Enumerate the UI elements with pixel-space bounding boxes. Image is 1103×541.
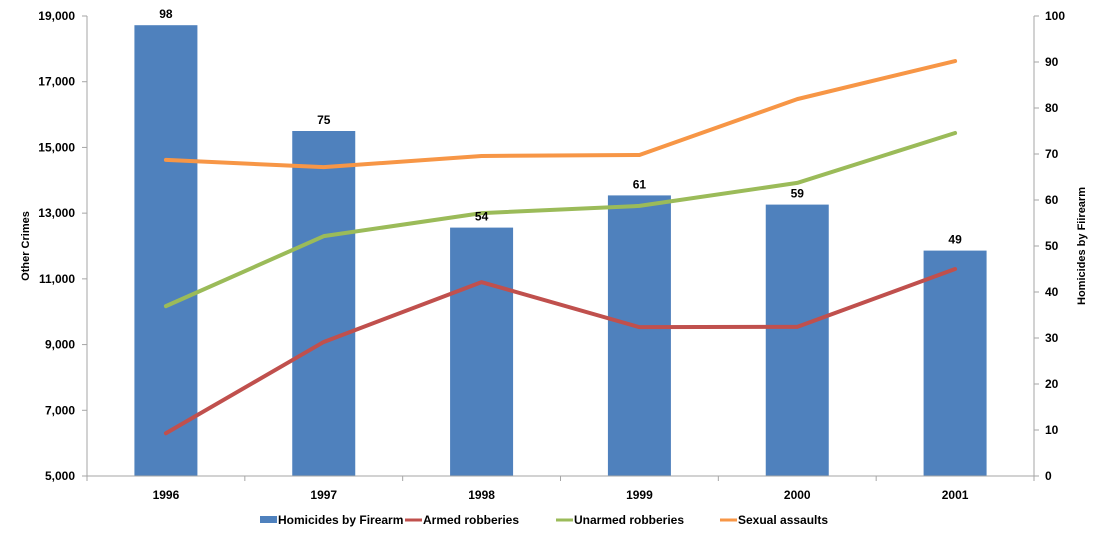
bar-data-label: 75 <box>317 113 331 127</box>
right-axis-title: Homicides by Fiirearm <box>1076 187 1088 305</box>
right-tick-label: 0 <box>1045 469 1052 483</box>
right-tick-label: 90 <box>1045 55 1059 69</box>
left-tick-label: 11,000 <box>39 272 75 286</box>
line-armed-robberies <box>163 267 958 436</box>
x-tick-label: 1996 <box>153 488 180 502</box>
left-tick-label: 5,000 <box>45 469 75 483</box>
left-axis-title: Other Crimes <box>20 211 32 281</box>
legend-swatch-bar <box>260 516 277 523</box>
right-tick-label: 100 <box>1045 9 1065 23</box>
legend-label: Armed robberies <box>423 513 519 527</box>
bar-homicides-1997 <box>292 131 356 476</box>
left-tick-label: 15,000 <box>38 140 75 154</box>
legend-label: Unarmed robberies <box>574 513 684 527</box>
bar-homicides-2000 <box>765 204 829 476</box>
bars-layer <box>134 25 987 476</box>
left-tick-label: 9,000 <box>45 338 75 352</box>
right-tick-label: 40 <box>1045 285 1059 299</box>
right-tick-label: 50 <box>1045 239 1059 253</box>
bar-homicides-1999 <box>607 195 671 476</box>
x-tick-label: 1999 <box>626 488 653 502</box>
bar-data-label: 49 <box>948 233 962 247</box>
x-tick-label: 2000 <box>784 488 811 502</box>
right-tick-label: 80 <box>1045 101 1059 115</box>
bar-homicides-2001 <box>923 250 987 476</box>
bar-data-label: 61 <box>633 177 647 191</box>
bar-homicides-1996 <box>134 25 198 476</box>
line-unarmed-robberies <box>163 130 958 309</box>
data-labels: 98 75 54 61 59 49 <box>159 7 962 246</box>
axes-layer <box>86 16 1035 477</box>
lines-layer <box>163 59 958 436</box>
left-axis-ticks: 5,000 7,000 9,000 11,000 13,000 15,000 17,000 1… <box>38 9 87 483</box>
x-tick-label: 2001 <box>942 488 969 502</box>
right-tick-label: 10 <box>1045 423 1059 437</box>
legend: Homicides by Firearm Armed robberies Unarm… <box>260 513 828 527</box>
legend-label: Sexual assaults <box>738 513 828 527</box>
left-tick-label: 19,000 <box>38 9 75 23</box>
x-axis-ticks: 1996 1997 1998 1999 2000 2001 <box>86 476 1035 502</box>
x-tick-label: 1997 <box>310 488 337 502</box>
left-tick-label: 7,000 <box>45 403 75 417</box>
right-tick-label: 70 <box>1045 147 1059 161</box>
bar-data-label: 54 <box>475 210 489 224</box>
bar-homicides-1998 <box>450 227 514 476</box>
right-tick-label: 20 <box>1045 377 1059 391</box>
right-tick-label: 60 <box>1045 193 1059 207</box>
line-sexual-assaults <box>163 59 958 170</box>
x-tick-label: 1998 <box>468 488 495 502</box>
bar-data-label: 98 <box>159 7 173 21</box>
right-tick-label: 30 <box>1045 331 1059 345</box>
right-axis-ticks: 0 10 20 30 40 50 60 70 80 90 100 <box>1034 9 1065 483</box>
bar-data-label: 59 <box>791 187 805 201</box>
left-tick-label: 17,000 <box>38 75 75 89</box>
left-tick-label: 13,000 <box>38 206 75 220</box>
legend-label: Homicides by Firearm <box>278 513 403 527</box>
